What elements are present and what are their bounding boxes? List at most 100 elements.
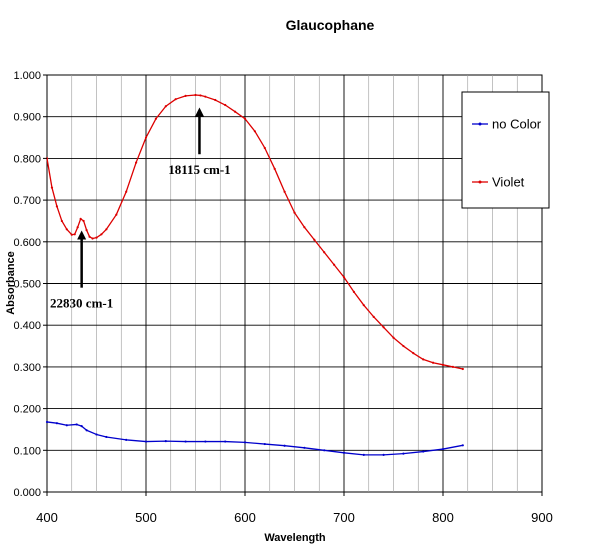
data-point-violet bbox=[70, 233, 73, 236]
data-point-no-color bbox=[461, 444, 464, 447]
data-point-no-color bbox=[45, 420, 49, 424]
x-tick-label: 600 bbox=[234, 510, 256, 525]
data-point-no-color bbox=[55, 422, 59, 425]
data-point-no-color bbox=[362, 453, 365, 456]
annotation-arrow-head bbox=[77, 230, 87, 240]
annotations: 22830 cm-1 18115 cm-1 bbox=[50, 107, 231, 311]
y-tick-label: 0.400 bbox=[13, 320, 41, 332]
data-point-no-color bbox=[95, 433, 98, 436]
data-point-no-color bbox=[164, 440, 167, 443]
data-point-no-color bbox=[441, 447, 445, 451]
data-point-violet bbox=[253, 130, 256, 133]
x-axis-ticks: 400 500 600 700 800 900 bbox=[36, 492, 553, 525]
data-point-violet bbox=[243, 117, 247, 120]
data-point-violet bbox=[55, 205, 59, 208]
data-point-violet bbox=[105, 228, 108, 231]
data-point-violet bbox=[144, 136, 148, 139]
data-point-violet bbox=[422, 358, 425, 361]
y-tick-label: 0.200 bbox=[13, 404, 41, 416]
data-point-no-color bbox=[75, 423, 78, 426]
y-tick-label: 0.000 bbox=[13, 487, 41, 499]
y-tick-label: 0.100 bbox=[13, 445, 41, 457]
x-tick-label: 500 bbox=[135, 510, 157, 525]
data-point-no-color bbox=[184, 440, 187, 443]
data-point-violet bbox=[154, 117, 157, 120]
data-point-violet bbox=[382, 326, 385, 329]
data-point-violet bbox=[76, 226, 79, 229]
data-point-no-color bbox=[204, 440, 207, 443]
chart-title: Glaucophane bbox=[286, 17, 375, 33]
x-axis-label: Wavelength bbox=[264, 532, 326, 544]
data-point-violet bbox=[273, 167, 276, 170]
data-point-no-color bbox=[243, 441, 247, 444]
data-point-violet bbox=[333, 263, 336, 266]
data-point-no-color bbox=[402, 452, 405, 455]
data-point-violet bbox=[174, 98, 177, 101]
data-point-no-color bbox=[80, 425, 83, 428]
data-point-violet bbox=[461, 367, 464, 371]
data-point-violet bbox=[50, 186, 54, 189]
data-point-no-color bbox=[224, 440, 227, 443]
series-layer bbox=[45, 93, 464, 456]
data-point-violet bbox=[263, 146, 266, 150]
data-point-violet bbox=[412, 352, 415, 355]
annotation-label: 22830 cm-1 bbox=[50, 296, 113, 311]
data-point-violet bbox=[352, 290, 355, 293]
data-point-violet bbox=[73, 233, 76, 236]
data-point-violet bbox=[184, 94, 187, 97]
y-tick-label: 0.300 bbox=[13, 362, 41, 374]
data-point-no-color bbox=[65, 424, 68, 427]
data-point-no-color bbox=[303, 446, 306, 449]
data-point-violet bbox=[194, 93, 197, 97]
data-point-no-color bbox=[422, 450, 425, 453]
plot-area: 22830 cm-1 18115 cm-1 bbox=[45, 74, 543, 493]
data-point-violet bbox=[224, 103, 227, 107]
legend-marker-violet bbox=[478, 180, 482, 184]
data-point-no-color bbox=[144, 440, 148, 443]
y-axis-label: Absorbance bbox=[5, 251, 17, 315]
y-tick-label: 0.800 bbox=[13, 153, 41, 165]
legend-box bbox=[461, 91, 550, 209]
x-tick-label: 900 bbox=[531, 510, 553, 525]
data-point-violet bbox=[293, 211, 296, 214]
data-point-violet bbox=[95, 236, 98, 239]
y-tick-label: 0.700 bbox=[13, 195, 41, 207]
data-point-violet bbox=[85, 229, 88, 232]
data-point-violet bbox=[125, 190, 128, 193]
x-tick-label: 800 bbox=[432, 510, 454, 525]
data-point-violet bbox=[283, 190, 286, 193]
data-point-violet bbox=[214, 98, 217, 102]
data-point-violet bbox=[79, 217, 82, 220]
data-point-violet bbox=[313, 238, 316, 241]
data-point-violet bbox=[60, 219, 63, 223]
data-point-violet bbox=[199, 94, 202, 97]
data-point-violet bbox=[372, 315, 375, 318]
data-point-violet bbox=[234, 110, 237, 113]
grid-lines bbox=[47, 75, 542, 492]
data-point-violet bbox=[441, 363, 445, 366]
data-point-no-color bbox=[125, 438, 128, 441]
data-point-violet bbox=[164, 105, 167, 108]
data-point-violet bbox=[135, 161, 138, 164]
data-point-no-color bbox=[263, 442, 266, 446]
data-point-violet bbox=[303, 226, 306, 229]
y-tick-label: 0.500 bbox=[13, 279, 41, 291]
annotation-label: 18115 cm-1 bbox=[168, 162, 230, 177]
data-point-no-color bbox=[382, 453, 385, 456]
data-point-violet bbox=[100, 233, 103, 236]
legend-label-no-color: no Color bbox=[492, 117, 542, 132]
data-point-violet bbox=[323, 251, 326, 254]
y-tick-label: 1.000 bbox=[13, 70, 41, 82]
annotation-arrow-head bbox=[194, 107, 204, 117]
y-axis-ticks: 0.000 0.100 0.200 0.300 0.400 0.500 0.600 0.700… bbox=[13, 70, 47, 499]
data-point-violet bbox=[432, 361, 435, 364]
data-point-no-color bbox=[85, 429, 88, 432]
data-point-violet bbox=[82, 219, 85, 223]
data-point-violet bbox=[402, 344, 405, 348]
data-point-violet bbox=[115, 213, 118, 216]
data-point-violet bbox=[91, 237, 94, 240]
data-point-no-color bbox=[283, 444, 286, 447]
data-point-no-color bbox=[323, 449, 326, 452]
data-point-no-color bbox=[105, 435, 108, 439]
